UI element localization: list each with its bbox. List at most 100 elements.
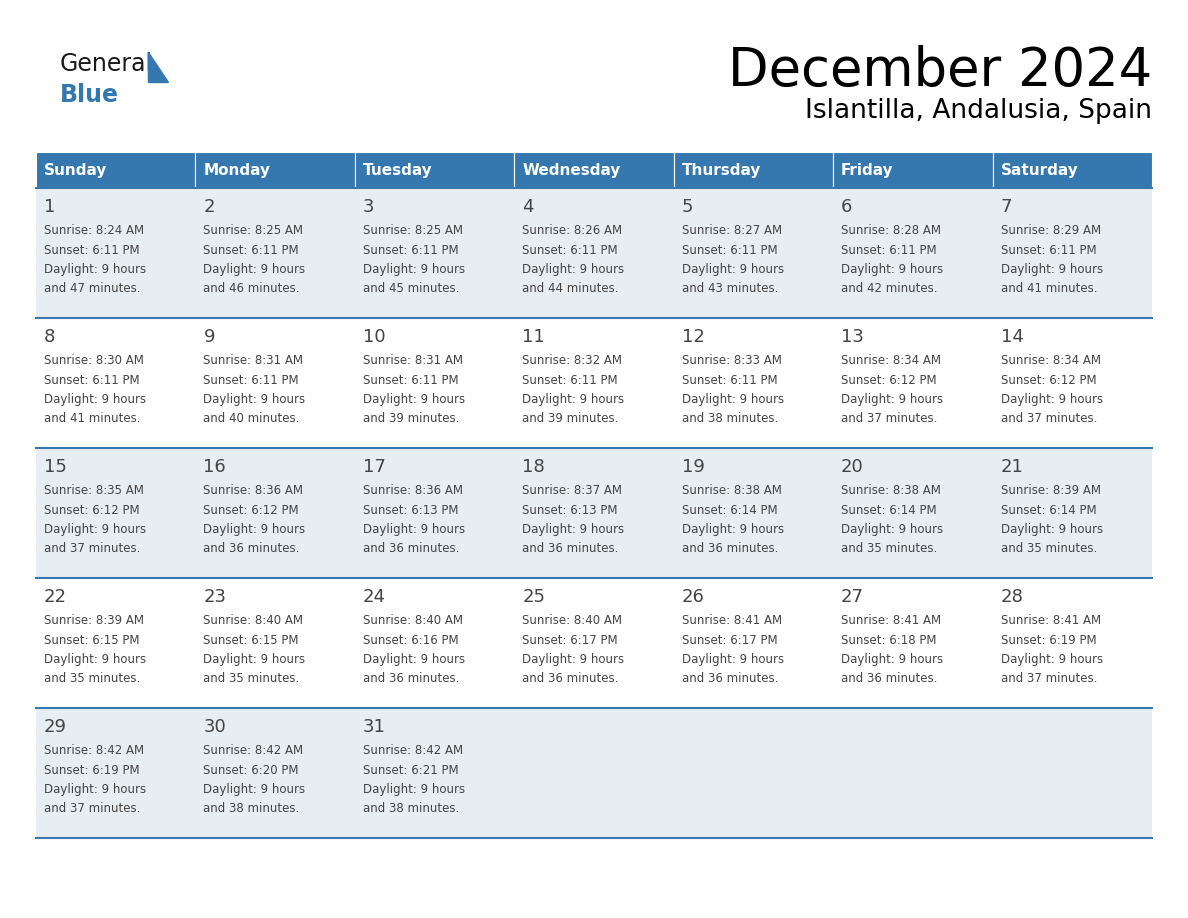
Text: 24: 24 [362,588,386,606]
Bar [833,318,992,448]
Text: Daylight: 9 hours: Daylight: 9 hours [1000,393,1102,406]
Text: Thursday: Thursday [682,162,762,177]
Text: 22: 22 [44,588,67,606]
Text: 1: 1 [44,198,56,216]
Text: Wednesday: Wednesday [523,162,620,177]
Text: Daylight: 9 hours: Daylight: 9 hours [203,653,305,666]
Text: Sunset: 6:11 PM: Sunset: 6:11 PM [362,243,459,256]
Text: Daylight: 9 hours: Daylight: 9 hours [44,393,146,406]
Text: Daylight: 9 hours: Daylight: 9 hours [203,523,305,536]
Text: 12: 12 [682,328,704,346]
Text: Sunset: 6:19 PM: Sunset: 6:19 PM [44,764,140,777]
Text: Sunrise: 8:24 AM: Sunrise: 8:24 AM [44,224,144,237]
Text: Sunset: 6:11 PM: Sunset: 6:11 PM [44,374,140,386]
Text: Sunrise: 8:38 AM: Sunrise: 8:38 AM [682,484,782,497]
Bar [36,448,196,578]
Bar [992,188,1152,318]
Text: Daylight: 9 hours: Daylight: 9 hours [841,393,943,406]
Text: and 35 minutes.: and 35 minutes. [44,673,140,686]
Text: Daylight: 9 hours: Daylight: 9 hours [682,653,784,666]
Bar [833,578,992,708]
Bar [36,708,196,838]
Text: 26: 26 [682,588,704,606]
Text: Daylight: 9 hours: Daylight: 9 hours [362,393,465,406]
Text: and 38 minutes.: and 38 minutes. [203,802,299,815]
Text: Sunrise: 8:40 AM: Sunrise: 8:40 AM [362,614,463,627]
Text: 8: 8 [44,328,56,346]
Text: Sunset: 6:11 PM: Sunset: 6:11 PM [203,374,299,386]
Text: Sunrise: 8:27 AM: Sunrise: 8:27 AM [682,224,782,237]
Text: Sunday: Sunday [44,162,107,177]
Text: Sunrise: 8:36 AM: Sunrise: 8:36 AM [362,484,463,497]
Bar [355,152,514,188]
Text: Sunrise: 8:31 AM: Sunrise: 8:31 AM [362,354,463,367]
Text: Sunrise: 8:36 AM: Sunrise: 8:36 AM [203,484,303,497]
Text: 16: 16 [203,458,226,476]
Bar [674,448,833,578]
Text: 20: 20 [841,458,864,476]
Bar [36,578,196,708]
Text: and 37 minutes.: and 37 minutes. [841,412,937,426]
Bar [196,578,355,708]
Text: 4: 4 [523,198,533,216]
Text: 21: 21 [1000,458,1023,476]
Text: Daylight: 9 hours: Daylight: 9 hours [523,523,625,536]
Text: Daylight: 9 hours: Daylight: 9 hours [841,653,943,666]
Text: 6: 6 [841,198,853,216]
Text: and 47 minutes.: and 47 minutes. [44,283,140,296]
Text: Sunset: 6:11 PM: Sunset: 6:11 PM [44,243,140,256]
Bar [833,448,992,578]
Bar [355,578,514,708]
Bar [992,448,1152,578]
Text: Sunset: 6:17 PM: Sunset: 6:17 PM [682,633,777,646]
Text: Blue: Blue [61,83,119,107]
Text: 13: 13 [841,328,864,346]
Text: Sunrise: 8:39 AM: Sunrise: 8:39 AM [44,614,144,627]
Text: 28: 28 [1000,588,1023,606]
Bar [355,708,514,838]
Text: Daylight: 9 hours: Daylight: 9 hours [203,393,305,406]
Text: December 2024: December 2024 [728,45,1152,97]
Text: Sunset: 6:18 PM: Sunset: 6:18 PM [841,633,936,646]
Text: and 36 minutes.: and 36 minutes. [841,673,937,686]
Text: Daylight: 9 hours: Daylight: 9 hours [523,653,625,666]
Text: Sunrise: 8:42 AM: Sunrise: 8:42 AM [203,744,303,757]
Text: 18: 18 [523,458,545,476]
Text: Sunrise: 8:33 AM: Sunrise: 8:33 AM [682,354,782,367]
Text: Daylight: 9 hours: Daylight: 9 hours [682,523,784,536]
Text: Sunset: 6:11 PM: Sunset: 6:11 PM [523,374,618,386]
Text: Daylight: 9 hours: Daylight: 9 hours [203,783,305,796]
Text: and 35 minutes.: and 35 minutes. [1000,543,1097,555]
Text: 10: 10 [362,328,385,346]
Text: 30: 30 [203,718,226,736]
Bar [833,188,992,318]
Text: and 38 minutes.: and 38 minutes. [682,412,778,426]
Bar [36,152,196,188]
Text: Daylight: 9 hours: Daylight: 9 hours [362,783,465,796]
Text: Sunset: 6:21 PM: Sunset: 6:21 PM [362,764,459,777]
Text: 27: 27 [841,588,864,606]
Bar [674,578,833,708]
Text: 3: 3 [362,198,374,216]
Text: Sunrise: 8:26 AM: Sunrise: 8:26 AM [523,224,623,237]
Bar [355,188,514,318]
Text: Sunrise: 8:41 AM: Sunrise: 8:41 AM [682,614,782,627]
Text: Sunrise: 8:38 AM: Sunrise: 8:38 AM [841,484,941,497]
Bar [674,152,833,188]
Text: Sunrise: 8:32 AM: Sunrise: 8:32 AM [523,354,623,367]
Text: Sunset: 6:17 PM: Sunset: 6:17 PM [523,633,618,646]
Text: and 36 minutes.: and 36 minutes. [682,673,778,686]
Text: Friday: Friday [841,162,893,177]
Text: Daylight: 9 hours: Daylight: 9 hours [203,263,305,276]
Text: Saturday: Saturday [1000,162,1079,177]
Text: Sunset: 6:14 PM: Sunset: 6:14 PM [682,503,777,517]
Bar [514,448,674,578]
Text: Sunset: 6:14 PM: Sunset: 6:14 PM [841,503,937,517]
Text: Sunset: 6:13 PM: Sunset: 6:13 PM [362,503,459,517]
Bar [514,318,674,448]
Text: Sunset: 6:11 PM: Sunset: 6:11 PM [523,243,618,256]
Text: Sunrise: 8:34 AM: Sunrise: 8:34 AM [1000,354,1100,367]
Bar [196,708,355,838]
Text: Sunset: 6:12 PM: Sunset: 6:12 PM [841,374,937,386]
Bar [514,188,674,318]
